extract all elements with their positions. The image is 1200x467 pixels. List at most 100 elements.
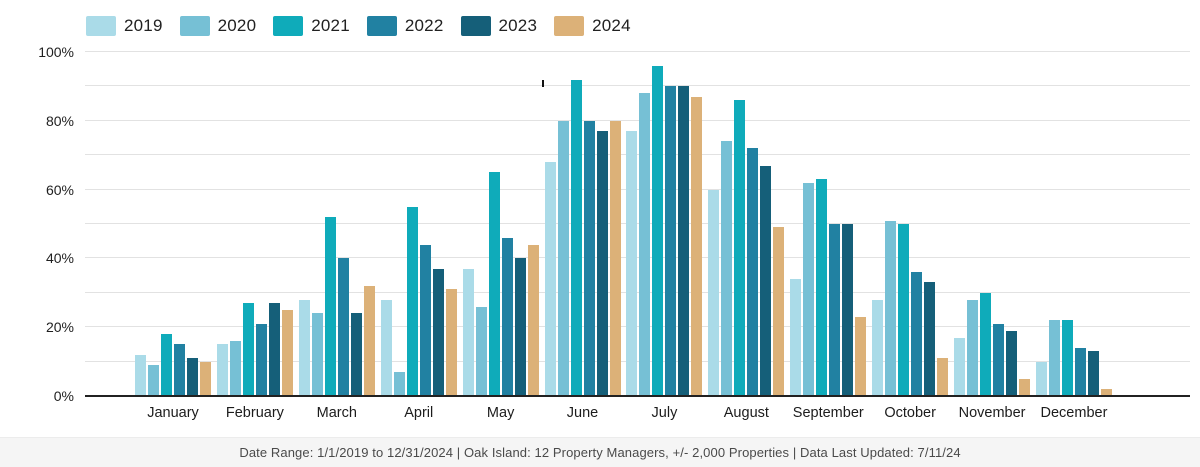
legend-item-2019[interactable]: 2019 xyxy=(86,16,163,36)
bar-2020-june[interactable] xyxy=(557,120,569,396)
y-axis: 0% 20% 40% 60% 80% 100% xyxy=(0,44,74,404)
bar-2020-november[interactable] xyxy=(967,299,979,396)
bars-area: January February March April May June July Augu… xyxy=(85,52,1190,421)
x-axis-label: October xyxy=(884,405,936,421)
legend-item-2021[interactable]: 2021 xyxy=(273,16,350,36)
bar-2024-january[interactable] xyxy=(200,361,211,396)
bar-2023-june[interactable] xyxy=(596,131,608,396)
bar-2022-january[interactable] xyxy=(174,344,185,396)
bar-2019-may[interactable] xyxy=(462,268,474,396)
bar-2021-january[interactable] xyxy=(161,334,172,396)
bar-2022-september[interactable] xyxy=(829,224,841,396)
bar-2023-january[interactable] xyxy=(187,358,198,396)
bar-2024-december[interactable] xyxy=(1100,389,1112,396)
bar-2020-september[interactable] xyxy=(803,182,815,396)
bar-2024-august[interactable] xyxy=(773,227,785,396)
month-group-december: December xyxy=(1035,52,1112,421)
bar-2022-june[interactable] xyxy=(583,120,595,396)
y-axis-label: 0% xyxy=(53,388,74,404)
bar-2024-november[interactable] xyxy=(1019,378,1031,396)
bar-2024-february[interactable] xyxy=(281,310,293,396)
bar-2023-november[interactable] xyxy=(1006,330,1018,396)
bar-2020-october[interactable] xyxy=(885,220,897,396)
bar-2022-march[interactable] xyxy=(337,258,349,396)
bar-2019-july[interactable] xyxy=(626,131,638,396)
legend-item-2020[interactable]: 2020 xyxy=(179,16,257,36)
month-group-march: March xyxy=(298,52,375,421)
bar-2020-february[interactable] xyxy=(229,340,241,396)
gridline xyxy=(85,257,1190,259)
bar-2020-may[interactable] xyxy=(475,306,487,396)
month-group-january: January xyxy=(135,52,211,421)
bar-2020-december[interactable] xyxy=(1048,320,1060,396)
legend-item-2023[interactable]: 2023 xyxy=(460,16,538,36)
month-group-june: June xyxy=(544,52,621,421)
bar-2023-march[interactable] xyxy=(350,313,362,396)
bar-2023-april[interactable] xyxy=(432,268,444,396)
x-axis-label: September xyxy=(792,405,864,421)
bar-2019-april[interactable] xyxy=(380,299,392,396)
x-axis-label: August xyxy=(723,405,769,421)
bar-2023-december[interactable] xyxy=(1087,351,1099,396)
bar-2021-september[interactable] xyxy=(816,179,828,396)
bar-2019-february[interactable] xyxy=(216,344,228,396)
bar-2020-april[interactable] xyxy=(393,371,405,396)
bar-2019-september[interactable] xyxy=(790,279,802,396)
legend-item-2024[interactable]: 2024 xyxy=(554,16,631,36)
bar-2021-october[interactable] xyxy=(898,224,910,396)
bar-2019-june[interactable] xyxy=(544,162,556,396)
x-axis-label: February xyxy=(225,405,284,421)
bar-2024-july[interactable] xyxy=(691,96,703,396)
gridline xyxy=(85,85,1190,87)
bar-2022-april[interactable] xyxy=(419,244,431,396)
bar-2023-july[interactable] xyxy=(678,86,690,396)
bar-2022-may[interactable] xyxy=(501,237,513,396)
legend-swatch-icon xyxy=(366,16,397,36)
bar-2021-may[interactable] xyxy=(488,172,500,396)
bar-2020-august[interactable] xyxy=(721,141,733,396)
bar-2019-november[interactable] xyxy=(954,337,966,396)
bar-2022-october[interactable] xyxy=(911,272,923,396)
bar-2023-may[interactable] xyxy=(514,258,526,396)
bar-2021-april[interactable] xyxy=(406,206,418,396)
footer: Date Range: 1/1/2019 to 12/31/2024 | Oak… xyxy=(0,437,1200,467)
bar-2019-march[interactable] xyxy=(298,299,310,396)
bar-2024-june[interactable] xyxy=(609,120,621,396)
bar-2024-april[interactable] xyxy=(445,289,457,396)
gridline xyxy=(85,119,1190,121)
bar-2020-july[interactable] xyxy=(639,93,651,396)
bar-2019-august[interactable] xyxy=(708,189,720,396)
bar-2023-september[interactable] xyxy=(842,224,854,396)
bar-2021-august[interactable] xyxy=(734,100,746,396)
bar-2019-january[interactable] xyxy=(135,354,146,396)
bar-2023-february[interactable] xyxy=(268,303,280,396)
bar-2021-december[interactable] xyxy=(1061,320,1073,396)
bar-2021-june[interactable] xyxy=(570,79,582,396)
bar-2024-may[interactable] xyxy=(527,244,539,396)
bar-2020-march[interactable] xyxy=(311,313,323,396)
y-axis-label: 40% xyxy=(45,250,74,267)
bar-2024-september[interactable] xyxy=(855,316,867,396)
x-axis-line xyxy=(85,395,1190,397)
bar-2019-october[interactable] xyxy=(872,299,884,396)
bar-2024-march[interactable] xyxy=(363,285,375,396)
bar-2020-january[interactable] xyxy=(148,365,159,396)
bar-2022-december[interactable] xyxy=(1074,347,1086,396)
legend-label: 2019 xyxy=(124,16,163,35)
gridline xyxy=(85,51,1190,52)
bar-2024-october[interactable] xyxy=(937,358,949,396)
bar-2023-october[interactable] xyxy=(924,282,936,396)
y-axis-label: 60% xyxy=(45,181,74,198)
month-group-october: October xyxy=(872,52,949,421)
bar-2022-november[interactable] xyxy=(993,323,1005,396)
bar-2021-march[interactable] xyxy=(324,217,336,396)
legend-item-2022[interactable]: 2022 xyxy=(366,16,444,36)
bar-2022-july[interactable] xyxy=(665,86,677,396)
bar-2021-february[interactable] xyxy=(242,303,254,396)
bar-2021-november[interactable] xyxy=(980,292,992,396)
bar-2021-july[interactable] xyxy=(652,65,664,396)
bar-2022-august[interactable] xyxy=(747,148,759,396)
bar-2022-february[interactable] xyxy=(255,323,267,396)
bar-2019-december[interactable] xyxy=(1035,361,1047,396)
bar-2023-august[interactable] xyxy=(760,165,772,396)
